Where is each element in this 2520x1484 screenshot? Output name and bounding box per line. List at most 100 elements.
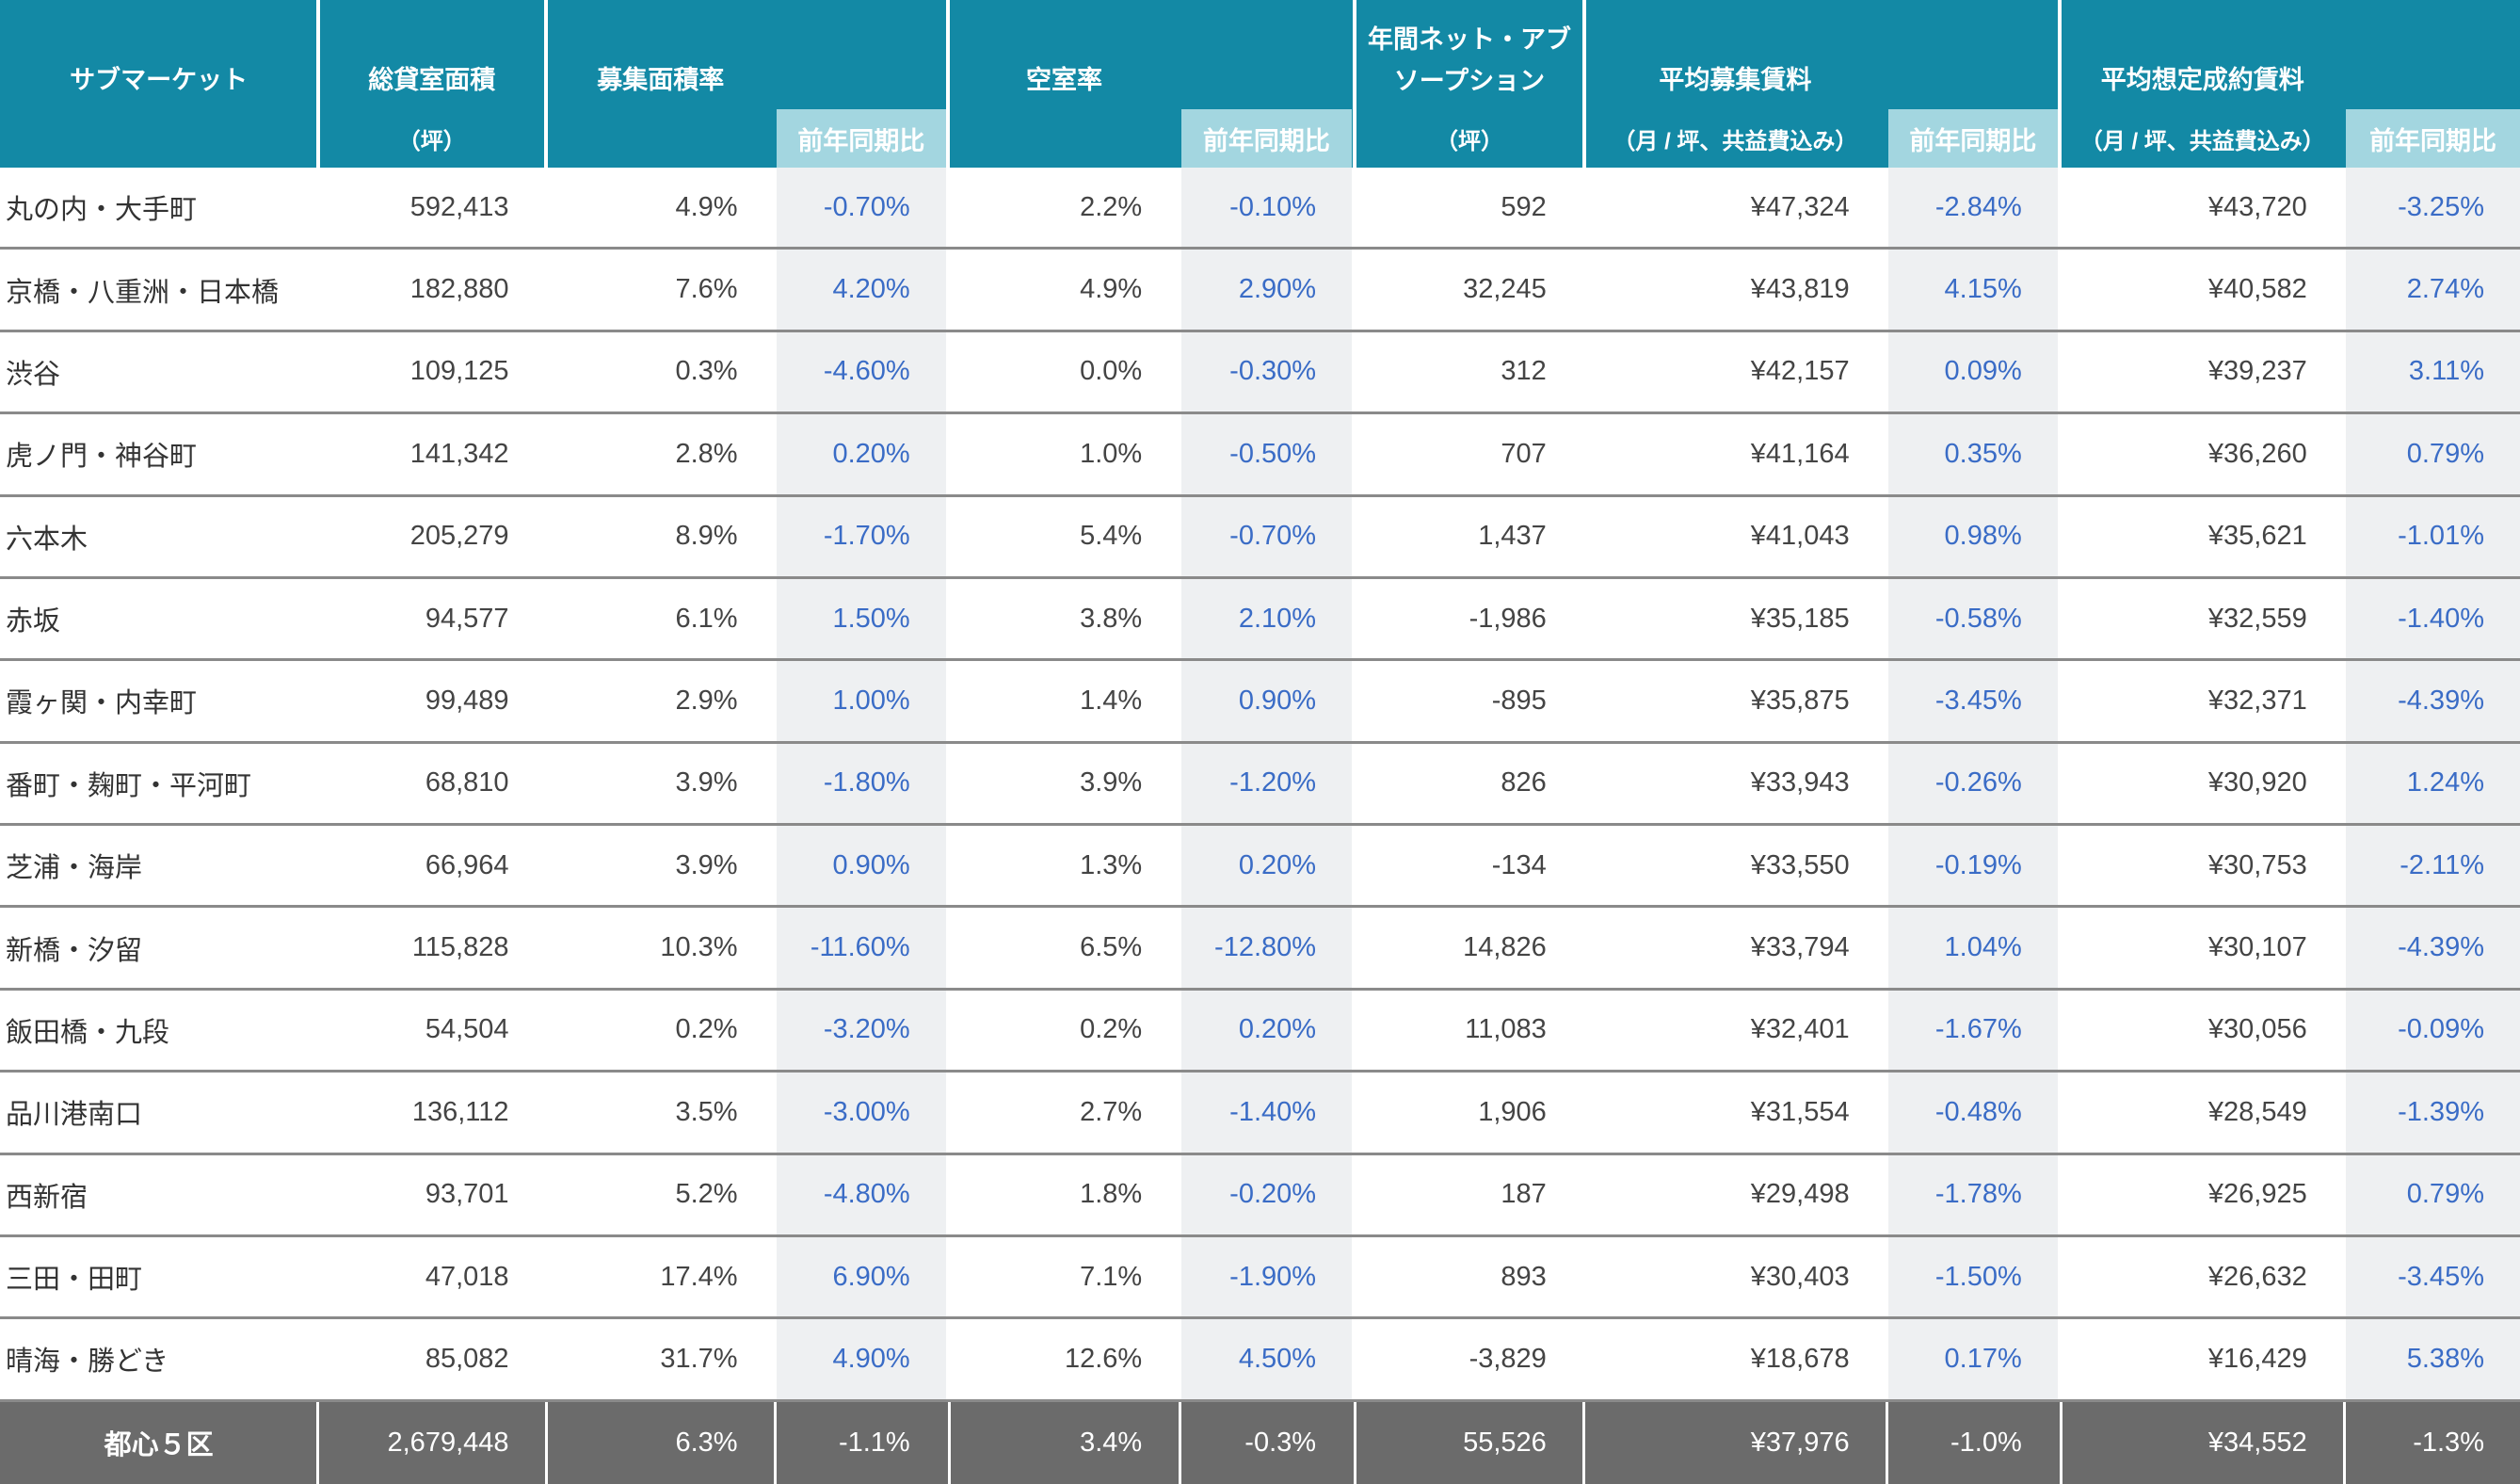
row-divider xyxy=(0,1070,2520,1073)
value: 182,880 xyxy=(409,274,509,305)
column-header: 募集面積率 xyxy=(597,65,725,94)
yoy-value: 1.04% xyxy=(1888,908,2058,988)
value: ¥30,107 xyxy=(2207,932,2307,963)
value: 2.8% xyxy=(675,438,738,469)
value: 14,826 xyxy=(1463,932,1547,963)
value: 7.1% xyxy=(1080,1261,1143,1292)
total-value: ¥37,976 xyxy=(1750,1427,1850,1458)
value: 11,083 xyxy=(1465,1014,1547,1045)
submarket-name: 芝浦・海岸 xyxy=(6,853,143,884)
yoy-value: -0.30% xyxy=(1180,331,1353,412)
value: 0.2% xyxy=(1080,1014,1143,1045)
value: 31.7% xyxy=(660,1343,738,1374)
header-divider xyxy=(544,0,549,168)
submarket-name: 赤坂 xyxy=(6,606,61,637)
total-divider xyxy=(947,1401,951,1484)
total-divider xyxy=(774,1401,777,1484)
value: 1,437 xyxy=(1478,521,1547,552)
value: 141,342 xyxy=(409,438,509,469)
yoy-value: 0.17% xyxy=(1888,1319,2058,1399)
header-divider xyxy=(2058,0,2063,168)
value: 893 xyxy=(1501,1261,1547,1292)
value: 4.9% xyxy=(1080,274,1143,305)
yoy-value: 0.20% xyxy=(777,414,946,494)
total-value: 3.4% xyxy=(1080,1427,1143,1458)
row-divider xyxy=(0,1398,2520,1402)
total-value: -1.3% xyxy=(2413,1427,2484,1458)
yoy-value: 3.11% xyxy=(2346,331,2520,412)
yoy-value: 2.74% xyxy=(2346,250,2520,330)
value: 0.0% xyxy=(1080,356,1143,387)
row-divider xyxy=(0,575,2520,579)
yoy-value: -3.45% xyxy=(2346,1236,2520,1317)
value: ¥33,794 xyxy=(1750,932,1850,963)
value: 312 xyxy=(1501,356,1547,387)
row-divider xyxy=(0,1152,2520,1155)
value: ¥35,621 xyxy=(2207,521,2307,552)
row-divider xyxy=(0,987,2520,991)
yoy-value: 1.00% xyxy=(777,661,946,741)
value: -134 xyxy=(1491,849,1547,880)
column-unit: （坪） xyxy=(397,128,466,154)
yoy-value: 0.79% xyxy=(2346,1154,2520,1234)
yoy-value: -4.39% xyxy=(2346,908,2520,988)
value: ¥33,550 xyxy=(1750,849,1850,880)
value: ¥40,582 xyxy=(2207,274,2307,305)
value: 109,125 xyxy=(409,356,509,387)
value: 32,245 xyxy=(1463,274,1547,305)
yoy-header: 前年同期比 xyxy=(2346,109,2520,168)
column-header: サブマーケット xyxy=(70,65,249,94)
value: 5.4% xyxy=(1080,521,1143,552)
value: 7.6% xyxy=(675,274,738,305)
submarket-name: 西新宿 xyxy=(6,1182,88,1213)
yoy-value: -3.25% xyxy=(2346,168,2520,248)
value: 12.6% xyxy=(1064,1343,1143,1374)
total-value: -1.0% xyxy=(1950,1427,2022,1458)
yoy-value: 0.90% xyxy=(777,826,946,906)
yoy-value: 2.90% xyxy=(1180,250,1353,330)
submarket-name: 飯田橋・九段 xyxy=(6,1017,170,1048)
value: 66,964 xyxy=(425,849,509,880)
column-unit: （月 / 坪、共益費込み） xyxy=(1613,128,1858,154)
yoy-value: -4.80% xyxy=(777,1154,946,1234)
value: ¥43,720 xyxy=(2207,191,2307,222)
total-divider xyxy=(1582,1401,1586,1484)
total-value: -1.1% xyxy=(838,1427,910,1458)
yoy-value: -0.10% xyxy=(1180,168,1353,248)
yoy-value: 0.90% xyxy=(1180,661,1353,741)
row-divider xyxy=(0,823,2520,826)
column-unit: （坪） xyxy=(1436,128,1503,154)
yoy-value: 4.90% xyxy=(777,1319,946,1399)
yoy-value: 4.20% xyxy=(777,250,946,330)
yoy-value: -1.39% xyxy=(2346,1073,2520,1153)
yoy-value: -12.80% xyxy=(1180,908,1353,988)
yoy-value: -4.39% xyxy=(2346,661,2520,741)
value: 707 xyxy=(1501,438,1547,469)
yoy-value: -0.48% xyxy=(1888,1073,2058,1153)
value: ¥16,429 xyxy=(2207,1343,2307,1374)
yoy-value: 1.50% xyxy=(777,578,946,659)
total-value: -0.3% xyxy=(1244,1427,1317,1458)
yoy-value: -1.78% xyxy=(1888,1154,2058,1234)
value: 6.1% xyxy=(675,603,738,634)
value: 1.8% xyxy=(1080,1179,1143,1210)
yoy-header: 前年同期比 xyxy=(1180,109,1353,168)
row-divider xyxy=(0,247,2520,250)
value: ¥26,925 xyxy=(2207,1179,2307,1210)
value: ¥39,237 xyxy=(2207,356,2307,387)
yoy-value: 0.35% xyxy=(1888,414,2058,494)
yoy-value: -2.84% xyxy=(1888,168,2058,248)
row-divider xyxy=(0,411,2520,415)
submarket-name: 丸の内・大手町 xyxy=(6,195,198,226)
yoy-value: -0.50% xyxy=(1180,414,1353,494)
value: ¥41,164 xyxy=(1750,438,1850,469)
yoy-header: 前年同期比 xyxy=(777,109,946,168)
yoy-value: 0.98% xyxy=(1888,496,2058,576)
value: 5.2% xyxy=(675,1179,738,1210)
yoy-value: -0.09% xyxy=(2346,990,2520,1071)
yoy-value: -3.00% xyxy=(777,1073,946,1153)
yoy-value: 0.09% xyxy=(1888,331,2058,412)
total-name: 都心５区 xyxy=(104,1430,214,1461)
value: 99,489 xyxy=(425,685,509,716)
value: ¥41,043 xyxy=(1750,521,1850,552)
